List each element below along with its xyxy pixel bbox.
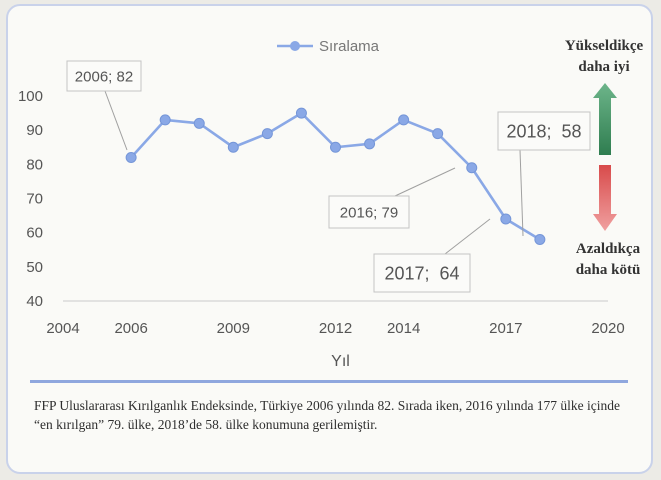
- x-tick-label: 2020: [591, 320, 624, 337]
- y-tick-label: 60: [26, 225, 43, 242]
- annotation-leader: [519, 149, 524, 237]
- data-point: [295, 107, 307, 119]
- up-arrow-icon: [593, 83, 617, 155]
- x-tick-label: 2004: [46, 320, 79, 337]
- x-tick-label: 2014: [387, 320, 420, 337]
- x-tick-label: 2009: [217, 320, 250, 337]
- data-label: 2006; 82: [75, 68, 133, 85]
- y-tick-label: 50: [26, 259, 43, 276]
- data-point: [500, 213, 512, 225]
- data-point: [330, 141, 341, 153]
- y-tick-label: 90: [26, 122, 43, 139]
- annotation-box: [497, 111, 591, 151]
- y-tick-label: 80: [26, 156, 43, 173]
- x-tick-label: 2017: [489, 320, 522, 337]
- up-label-line-1: Yükseldikçe: [565, 38, 644, 54]
- data-point: [364, 138, 376, 150]
- down-label-line-1: Azaldıkça: [576, 241, 641, 257]
- down-label-line-2: daha kötü: [576, 262, 641, 278]
- legend-marker: [290, 41, 300, 51]
- x-axis-title: Yıl: [331, 353, 350, 370]
- annotation-box: [66, 60, 142, 92]
- annotation-box: [373, 253, 471, 293]
- annotation-leader: [444, 218, 491, 255]
- data-label: 2016; 79: [340, 204, 398, 221]
- data-point: [159, 114, 171, 126]
- legend-label: Sıralama: [319, 38, 380, 55]
- annotation-box: [328, 195, 410, 229]
- x-tick-label: 2012: [319, 320, 352, 337]
- legend: Sıralama: [277, 38, 380, 55]
- data-point: [466, 162, 478, 174]
- data-point: [261, 128, 273, 140]
- data-point: [398, 114, 410, 126]
- annotation-leader: [394, 167, 456, 197]
- down-arrow-icon: [593, 165, 617, 231]
- up-label-line-2: daha iyi: [578, 59, 629, 75]
- series-layer: [125, 107, 546, 245]
- y-tick-label: 70: [26, 191, 43, 208]
- y-tick-label: 100: [18, 88, 43, 105]
- data-label: 2018; 58: [506, 121, 581, 141]
- caption-divider: [30, 380, 628, 383]
- side-legend: Yükseldikçe daha iyi Azaldıkça daha kötü: [565, 38, 644, 278]
- caption-text: FFP Uluslararası Kırılganlık Endeksinde,…: [34, 398, 621, 432]
- data-point: [534, 234, 546, 245]
- data-point: [193, 117, 205, 129]
- data-point: [432, 128, 444, 140]
- annotation-leader: [104, 90, 128, 151]
- data-point: [227, 141, 239, 153]
- annotations-layer: 2006; 82 2016; 79 2017; 64 2018; 58: [66, 60, 591, 293]
- y-tick-label: 40: [26, 293, 43, 310]
- x-tick-label: 2006: [114, 320, 147, 337]
- data-point: [125, 152, 137, 163]
- data-label: 2017; 64: [384, 263, 459, 283]
